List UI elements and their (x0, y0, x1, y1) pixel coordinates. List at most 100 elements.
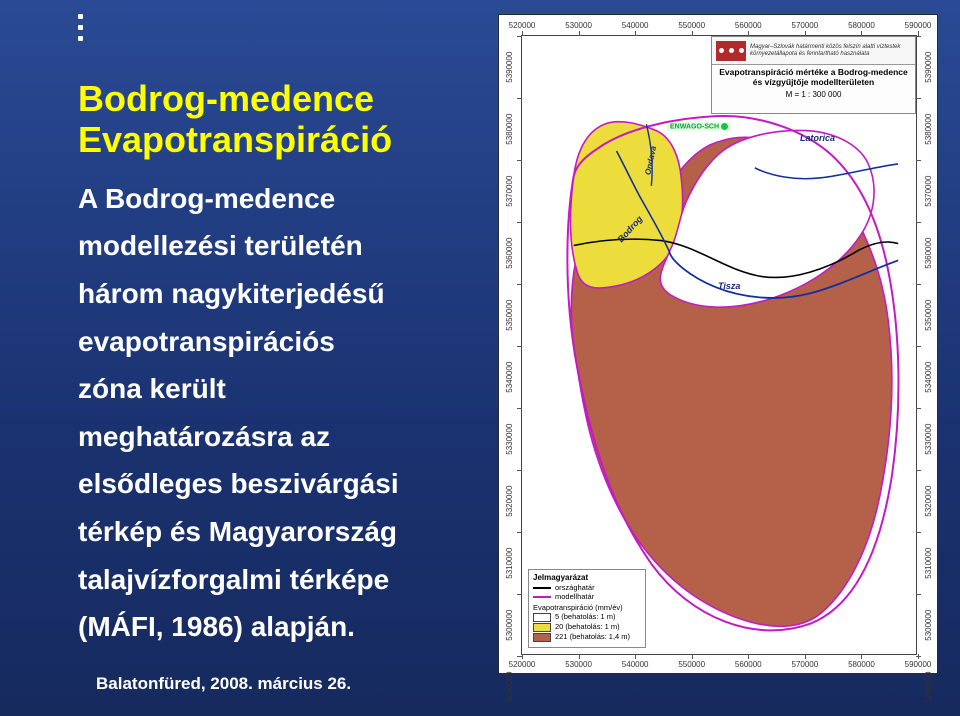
slide-footer: Balatonfüred, 2008. március 26. (96, 674, 351, 694)
coord-label: 5320000 (924, 486, 933, 517)
tick (517, 532, 522, 533)
bullet-dot (78, 36, 83, 41)
tick (692, 31, 693, 36)
legend-swatch-icon (533, 613, 551, 622)
coord-label: 570000 (791, 21, 818, 30)
tick (916, 36, 921, 37)
body-line: zóna került (78, 365, 478, 413)
legend-subheading: Evapotranspiráció (mm/év) (533, 603, 641, 612)
legend-line-icon (533, 596, 551, 598)
body-line: talajvízforgalmi térképe (78, 556, 478, 604)
legend-row: országhatár (533, 584, 641, 592)
body-line: evapotranspirációs (78, 318, 478, 366)
tick (517, 470, 522, 471)
coord-label: 5320000 (505, 486, 514, 517)
coord-label: 540000 (622, 21, 649, 30)
body-line: (MÁFI, 1986) alapján. (78, 603, 478, 651)
body-line: A Bodrog-medence (78, 175, 478, 223)
coord-label: 540000 (622, 660, 649, 669)
legend-title: Jelmagyarázat (533, 573, 641, 582)
coord-label: 550000 (678, 21, 705, 30)
coord-label: 590000 (905, 21, 932, 30)
tick (635, 31, 636, 36)
coord-label: 5370000 (505, 176, 514, 207)
coord-label: 5300000 (505, 610, 514, 641)
tick (805, 31, 806, 36)
coord-label: 530000 (565, 21, 592, 30)
tick (916, 222, 921, 223)
legend-row: modellhatár (533, 593, 641, 601)
coord-label: 5300000 (924, 610, 933, 641)
coord-label: 560000 (735, 660, 762, 669)
tick (748, 31, 749, 36)
coord-label: 5350000 (924, 300, 933, 331)
coord-label: 5390000 (505, 52, 514, 83)
tick (916, 532, 921, 533)
coord-label: 5290000 (924, 672, 933, 703)
body-line: elsődleges beszivárgási (78, 460, 478, 508)
tick (579, 31, 580, 36)
tick (517, 346, 522, 347)
legend-row: 221 (behatolás: 1,4 m) (533, 633, 641, 642)
body-line: térkép és Magyarország (78, 508, 478, 556)
tick (522, 654, 523, 659)
tick (916, 594, 921, 595)
coord-label: 5360000 (924, 238, 933, 269)
bullet-list (78, 14, 83, 41)
tick (748, 654, 749, 659)
coord-label: 570000 (791, 660, 818, 669)
tick (522, 31, 523, 36)
slide-title-2: Evapotranspiráció (78, 119, 478, 160)
coord-label: 5380000 (924, 114, 933, 145)
coord-label: 580000 (848, 21, 875, 30)
body-line: modellezési területén (78, 222, 478, 270)
coord-label: 5360000 (505, 238, 514, 269)
coord-label: 5340000 (924, 362, 933, 393)
tick (861, 654, 862, 659)
legend-label: 20 (behatolás: 1 m) (555, 623, 620, 631)
legend-row: 20 (behatolás: 1 m) (533, 623, 641, 632)
tick (916, 284, 921, 285)
tick (517, 594, 522, 595)
tick (517, 656, 522, 657)
legend-label: 221 (behatolás: 1,4 m) (555, 633, 630, 641)
coord-label: 5350000 (505, 300, 514, 331)
tick (517, 284, 522, 285)
river-label-latorica: Latorica (800, 133, 835, 143)
tick (916, 160, 921, 161)
coord-label: 5330000 (505, 424, 514, 455)
tick (692, 654, 693, 659)
tick (916, 656, 921, 657)
coord-label: 5310000 (505, 548, 514, 579)
body-line: meghatározásra az (78, 413, 478, 461)
tick (517, 160, 522, 161)
bullet-dot (78, 14, 83, 19)
tick (916, 408, 921, 409)
legend-line-icon (533, 587, 551, 589)
tick (916, 98, 921, 99)
coord-label: 5310000 (924, 548, 933, 579)
coord-label: 580000 (848, 660, 875, 669)
coord-label: 5340000 (505, 362, 514, 393)
tick (579, 654, 580, 659)
coord-label: 560000 (735, 21, 762, 30)
coord-label: 5380000 (505, 114, 514, 145)
tick (635, 654, 636, 659)
legend-label: 5 (behatolás: 1 m) (555, 613, 615, 621)
coord-label: 530000 (565, 660, 592, 669)
coord-label: 5370000 (924, 176, 933, 207)
tick (517, 222, 522, 223)
legend: Jelmagyarázat országhatár modellhatár Ev… (528, 569, 646, 649)
slide-body: A Bodrog-medence modellezési területén h… (78, 175, 478, 651)
coord-label: 5390000 (924, 52, 933, 83)
map-canvas: Magyar–Szlovák határmenti közös felszín … (521, 35, 917, 655)
tick (805, 654, 806, 659)
coord-label: 590000 (905, 660, 932, 669)
slide: Bodrog-medence Evapotranspiráció A Bodro… (0, 0, 960, 716)
body-line: három nagykiterjedésű (78, 270, 478, 318)
tick (517, 98, 522, 99)
tick (517, 36, 522, 37)
slide-title-1: Bodrog-medence (78, 78, 478, 119)
coord-label: 550000 (678, 660, 705, 669)
map-svg (522, 36, 916, 654)
